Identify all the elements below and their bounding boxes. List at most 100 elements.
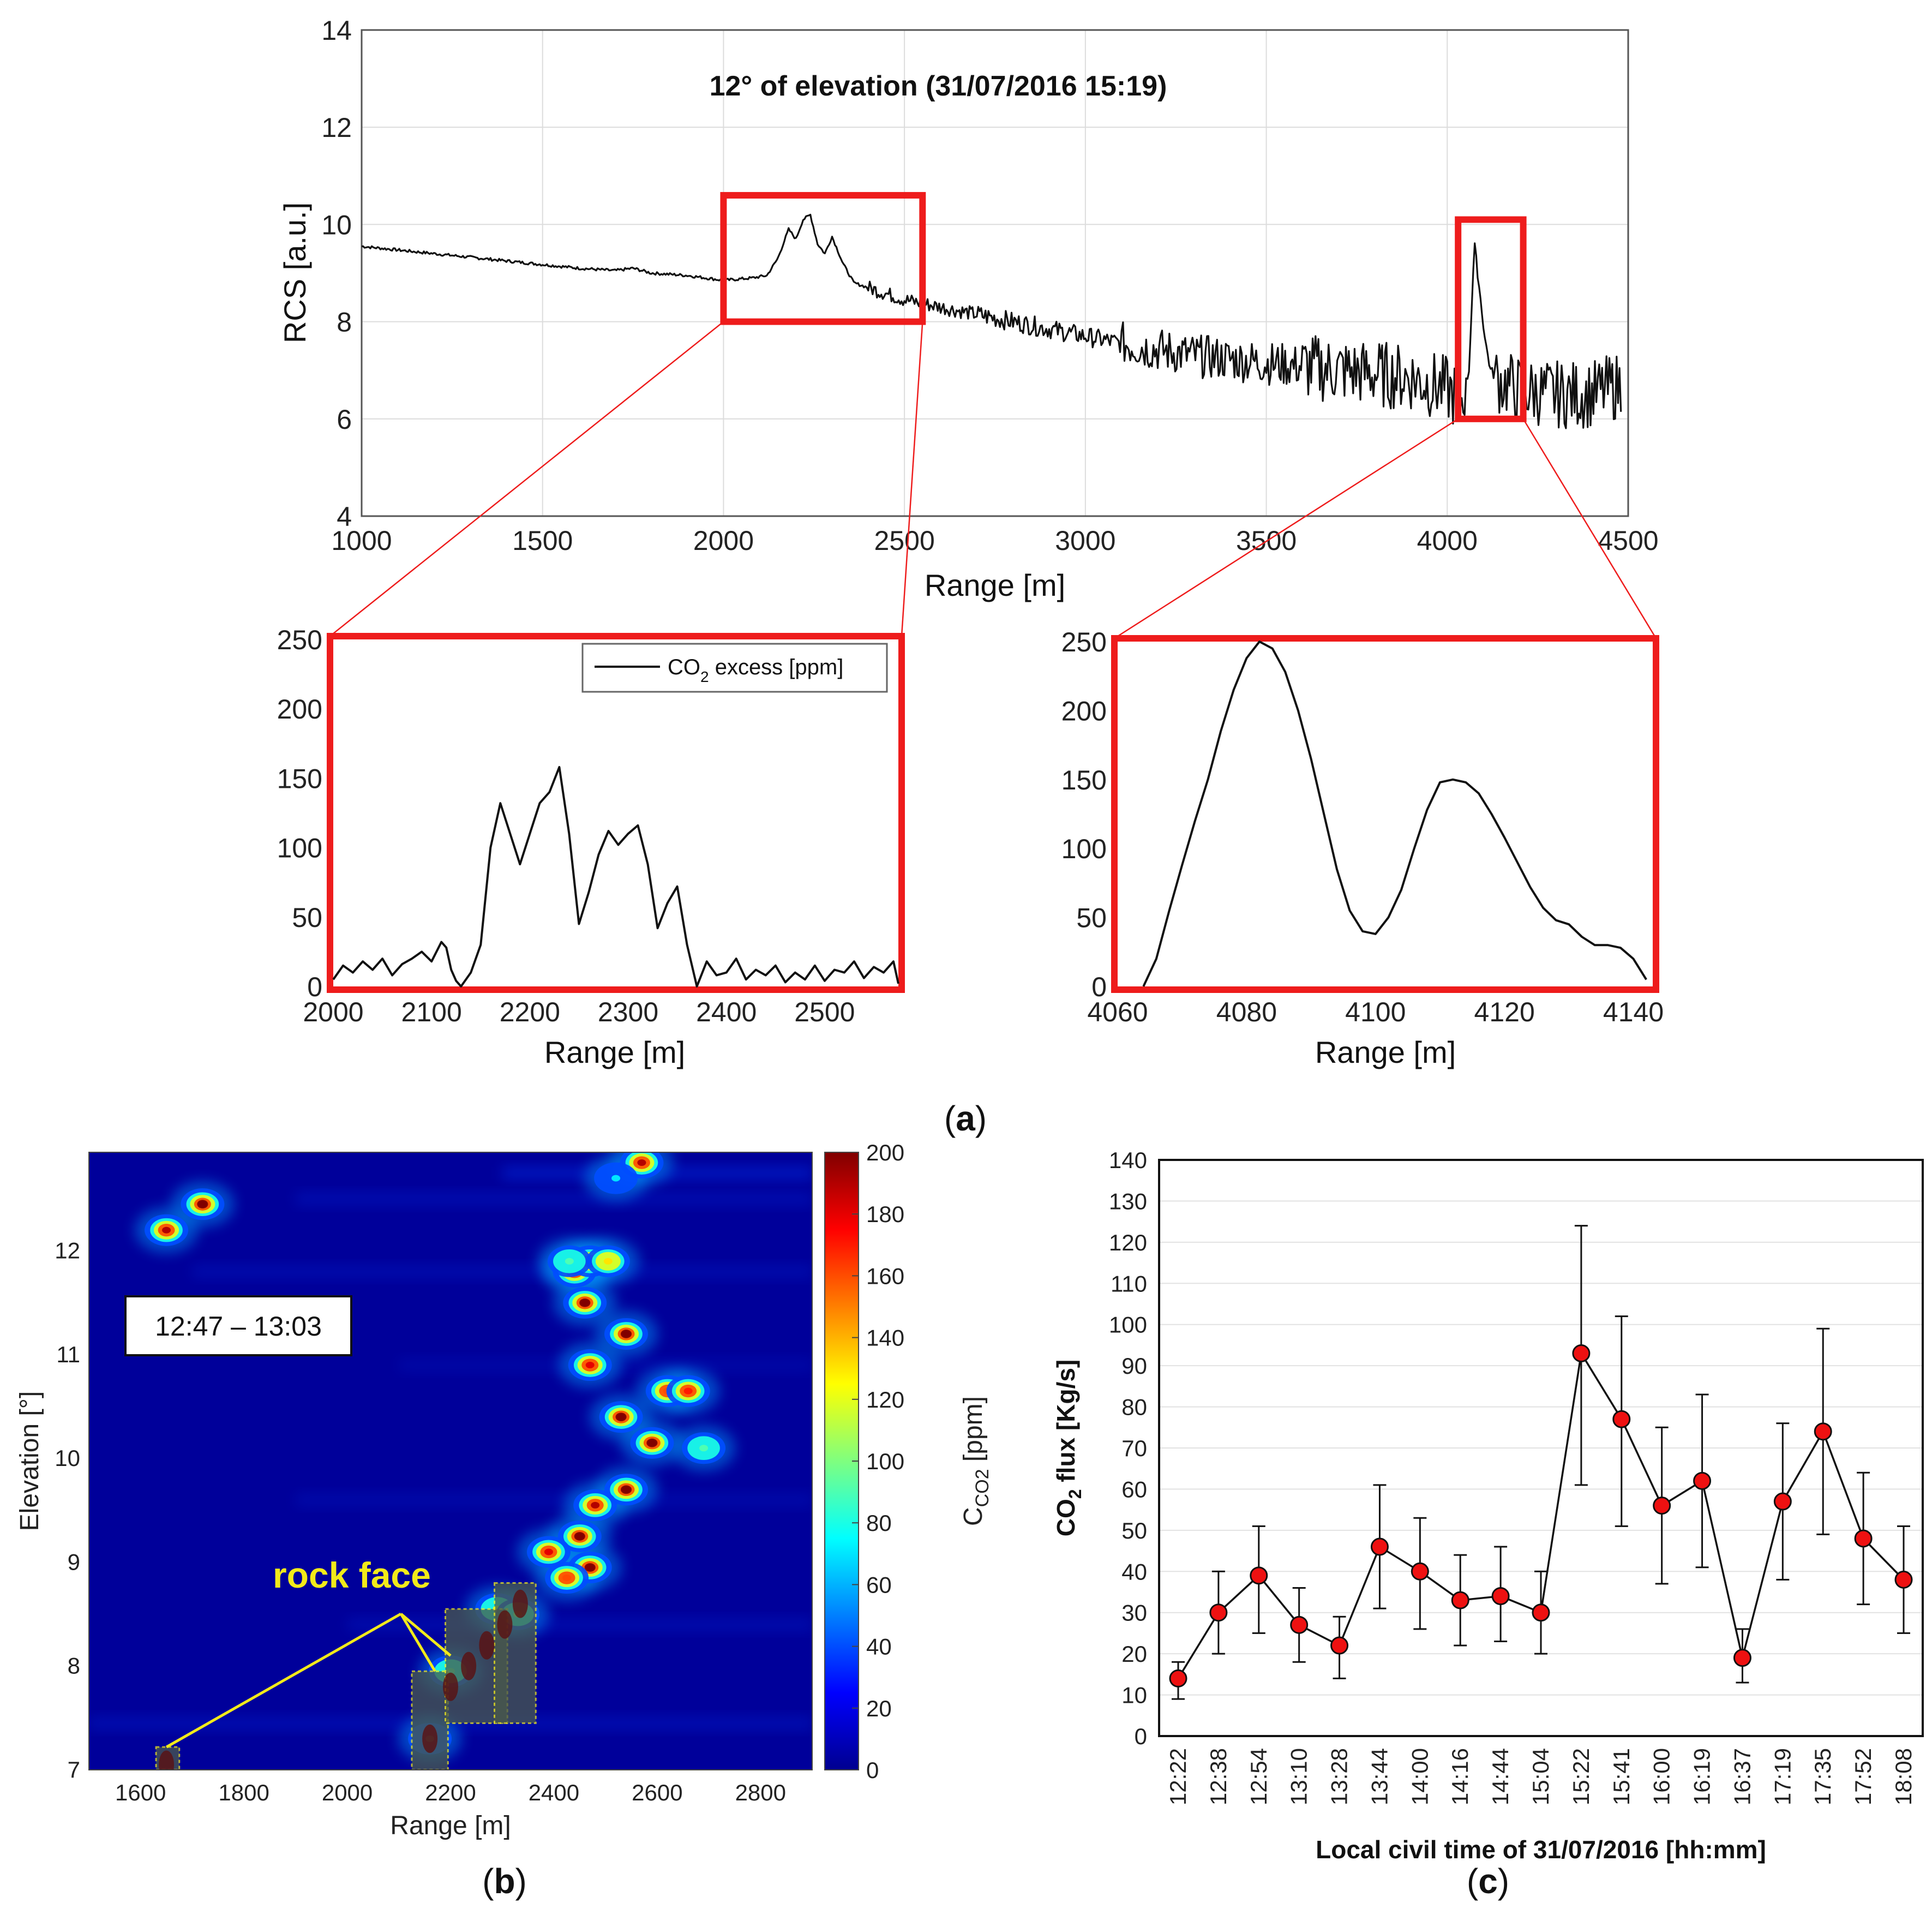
y-tick-label: 200 [1061,696,1107,726]
zoom-connectors [329,321,1657,639]
series-a-zoom-left [332,766,899,988]
x-tick-label: 2500 [874,525,935,556]
colorbar-tick-label: 80 [866,1510,892,1536]
hotspot-core [580,1299,590,1306]
flux-point [1250,1566,1268,1585]
y-tick-label: 12 [55,1238,80,1264]
flux-point [1612,1410,1631,1428]
x-tick-label: 17:52 [1850,1748,1876,1805]
connector-left-b [901,321,923,637]
colorbar-tick-label: 100 [866,1449,904,1474]
x-tick-label: 14:16 [1447,1748,1473,1805]
x-tick-label: 4140 [1603,997,1664,1027]
x-tick-label: 2200 [500,997,560,1027]
x-tick-label: 2000 [303,997,363,1027]
y-tick-label: 8 [337,307,352,338]
x-axis-label-a-zoom-left: Range [m] [544,1035,685,1069]
panel-letter-c: c [1478,1862,1498,1901]
hotspot-core [565,1258,574,1265]
y-tick-label: 200 [277,694,322,725]
y-tick-label: 30 [1121,1600,1147,1626]
x-tick-label: 4120 [1474,997,1535,1027]
x-tick-label: 1000 [331,525,392,556]
time-label-box: 12:47 – 13:03 [124,1295,352,1356]
y-tick-label: 12 [321,112,352,143]
chart-a-zoom-right: 0 50 100 150 200 250 4060 4080 4100 4120 4140 Rang… [1061,627,1664,1069]
y-tick-label: 100 [1109,1312,1147,1338]
hotspot-core [562,1575,572,1582]
y-tick-label: 20 [1121,1641,1147,1667]
x-tick-label: 15:22 [1568,1748,1594,1805]
y-tick-label: 0 [1135,1723,1147,1749]
x-tick-label: 16:00 [1649,1748,1675,1805]
legend-label-sub: 2 [700,668,709,685]
y-tick-label: 250 [1061,627,1107,657]
zoom-box-2 [1455,216,1527,422]
x-axis-label-b: Range [m] [390,1811,511,1840]
x-tick-label: 12:54 [1246,1748,1271,1805]
y-tick-label: 4 [337,501,352,532]
series-c [1169,1225,1913,1700]
plot-frame-a-zoom-left [327,633,905,993]
x-tick-label: 2000 [322,1780,373,1805]
x-tick-label: 17:35 [1810,1748,1835,1805]
colorbar-tick-label: 40 [866,1634,892,1660]
hotspot-core [198,1201,207,1208]
plot-frame-c [1158,1159,1924,1737]
y-tick-label: 100 [277,833,322,864]
flux-point [1854,1529,1873,1548]
inset-trace [1142,641,1647,987]
y-tick-label: 100 [1061,834,1107,864]
x-tick-label: 13:10 [1286,1748,1312,1805]
hotspot-core [683,1387,693,1395]
x-tick-label: 2800 [735,1780,786,1805]
x-tick-label: 4060 [1087,997,1148,1027]
y-axis-label-a-main: RCS [a.u.] [278,202,312,343]
hotspot-core [585,1564,595,1571]
connector-right-b [1522,418,1657,639]
y-tick-label: 120 [1109,1230,1147,1255]
chart-title-a: 12° of elevation (31/07/2016 15:19) [710,70,1167,102]
x-tick-label: 14:44 [1487,1748,1513,1805]
colorbar-label-c: C [959,1507,988,1526]
rock-face-blob [461,1651,477,1680]
colorbar-tick-label: 140 [866,1325,904,1351]
x-tick-label: 4000 [1417,525,1478,556]
x-tick-label: 15:41 [1609,1748,1634,1805]
flux-point [1169,1669,1187,1687]
zoom-box-1 [720,191,926,325]
y-tick-label: 150 [1061,765,1107,795]
y-tick-label: 130 [1109,1188,1147,1214]
x-tick-label: 1800 [218,1780,269,1805]
flux-point [1894,1570,1913,1589]
flux-point [1451,1591,1469,1609]
legend-label-co: CO [668,655,700,679]
rock-face-blob [479,1631,495,1660]
hotspot-core [616,1414,626,1421]
y-tick-label: 140 [1109,1147,1147,1173]
rock-face-blob [512,1589,528,1618]
flux-point [1532,1603,1550,1622]
hotspot-core [622,1486,631,1493]
colorbar-tick-label: 180 [866,1201,904,1227]
x-tick-label: 2500 [794,997,855,1027]
heatmap-band [295,1192,812,1206]
x-tick-label: 2200 [425,1780,476,1805]
x-axis-label-a-zoom-right: Range [m] [1315,1035,1456,1069]
y-tick-label: 80 [1121,1395,1147,1420]
connector-right-a [1114,418,1459,639]
flux-point [1773,1492,1792,1511]
rock-face-label: rock face [273,1555,431,1595]
x-tick-label: 1600 [115,1780,166,1805]
colorbar-tick-label: 20 [866,1696,892,1721]
x-tick-label: 13:28 [1327,1748,1352,1805]
x-axis-label-c: Local civil time of 31/07/2016 [hh:mm] [1316,1835,1766,1864]
x-tick-label: 14:00 [1407,1748,1432,1805]
chart-a-main: 12° of elevation (31/07/2016 15:19) 4 6 8 1… [278,15,1659,602]
hotspot-core [544,1548,553,1555]
y-tick-label: 90 [1121,1353,1147,1379]
y-tick-label: 10 [1121,1683,1147,1708]
x-tick-label: 3000 [1055,525,1115,556]
x-tick-label: 4080 [1216,997,1277,1027]
